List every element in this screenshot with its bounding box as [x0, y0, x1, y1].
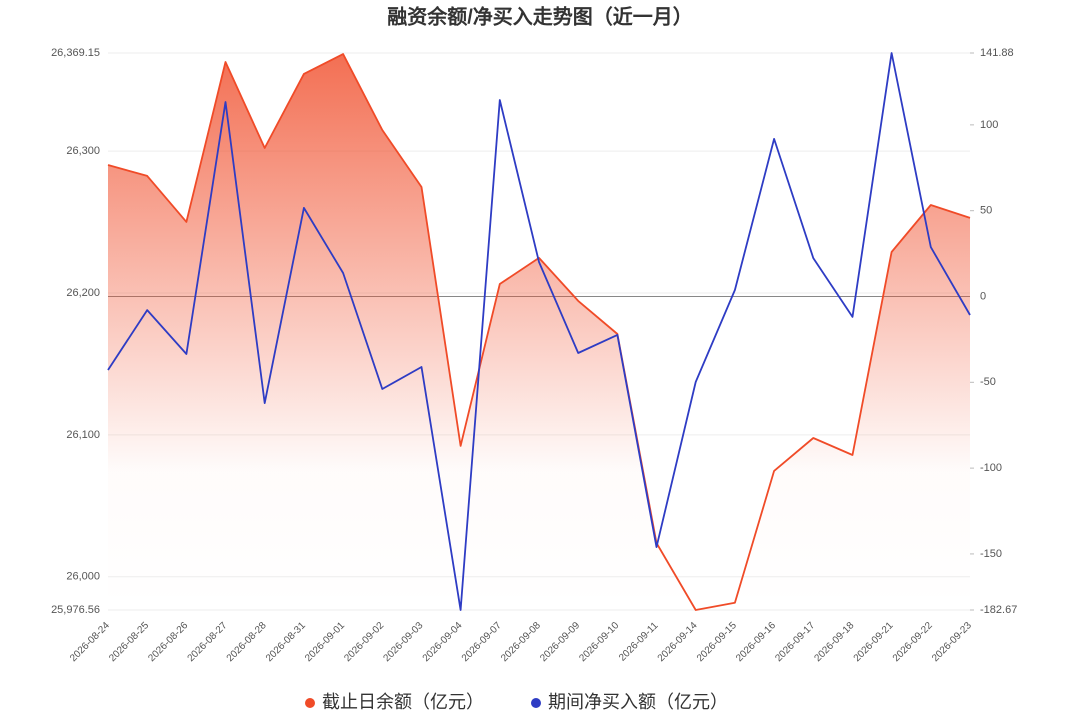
- y2-tick-label: -100: [980, 462, 1002, 474]
- y2-tick-label: -150: [980, 548, 1002, 560]
- x-tick-label: 2026-09-21: [852, 620, 896, 664]
- x-tick-label: 2026-09-16: [734, 620, 778, 664]
- x-tick-label: 2026-09-11: [617, 620, 661, 664]
- x-tick-label: 2026-08-31: [264, 620, 308, 664]
- y-tick-label: 25,976.56: [51, 604, 100, 616]
- area: [108, 54, 970, 611]
- y2-tick-label: 0: [980, 290, 986, 302]
- y-tick-label: 26,000: [66, 571, 100, 583]
- y2-tick-label: -182.67: [980, 604, 1017, 616]
- x-tick-label: 2026-09-10: [577, 620, 621, 664]
- legend-marker: [305, 698, 315, 708]
- x-tick-label: 2026-09-07: [460, 620, 504, 664]
- x-tick-label: 2026-08-28: [225, 620, 269, 664]
- x-tick-label: 2026-08-24: [68, 620, 112, 664]
- y2-tick-label: 141.88: [980, 47, 1014, 59]
- x-tick-label: 2026-09-03: [381, 620, 425, 664]
- x-tick-label: 2026-09-23: [930, 620, 974, 664]
- line: [107, 53, 971, 611]
- x-tick-label: 2026-09-02: [342, 620, 386, 664]
- x-tick-label: 2026-08-25: [107, 620, 151, 664]
- y-tick-label: 26,300: [66, 145, 100, 157]
- chart-title: 融资余额/净买入走势图（近一月）: [387, 4, 693, 28]
- legend-label: 截止日余额（亿元）: [322, 692, 484, 712]
- x-tick-label: 2026-09-18: [812, 620, 856, 664]
- y2-tick-label: 100: [980, 119, 998, 131]
- x-tick-label: 2026-08-26: [146, 620, 190, 664]
- legend-marker: [531, 698, 541, 708]
- line: [107, 52, 971, 611]
- x-tick-label: 2026-09-08: [499, 620, 543, 664]
- y2-tick-label: 50: [980, 205, 992, 217]
- x-tick-label: 2026-09-15: [695, 620, 739, 664]
- x-tick-label: 2026-09-09: [538, 620, 582, 664]
- y-tick-label: 26,100: [66, 429, 100, 441]
- x-tick-label: 2026-09-04: [421, 620, 465, 664]
- y-tick-label: 26,200: [66, 287, 100, 299]
- x-tick-label: 2026-08-27: [186, 620, 230, 664]
- y-tick-label: 26,369.15: [51, 47, 100, 59]
- x-tick-label: 2026-09-17: [773, 620, 817, 664]
- x-tick-label: 2026-09-22: [891, 620, 935, 664]
- x-tick-label: 2026-09-01: [303, 620, 347, 664]
- x-tick-label: 2026-09-14: [656, 620, 700, 664]
- legend-label: 期间净买入额（亿元）: [548, 692, 728, 712]
- y2-tick-label: -50: [980, 376, 996, 388]
